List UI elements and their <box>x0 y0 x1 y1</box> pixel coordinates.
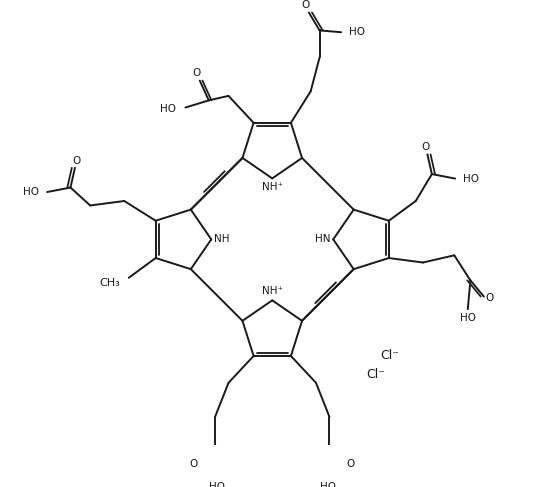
Text: O: O <box>421 142 430 152</box>
Text: HO: HO <box>319 482 336 487</box>
Text: NH: NH <box>214 234 230 244</box>
Text: O: O <box>72 156 81 166</box>
Text: O: O <box>485 293 494 303</box>
Text: O: O <box>301 0 309 10</box>
Text: HO: HO <box>23 187 39 197</box>
Text: Cl⁻: Cl⁻ <box>366 368 385 381</box>
Text: HO: HO <box>460 313 476 323</box>
Text: CH₃: CH₃ <box>99 278 120 288</box>
Text: NH⁺: NH⁺ <box>262 182 283 192</box>
Text: O: O <box>192 69 200 78</box>
Text: O: O <box>347 459 355 468</box>
Text: HO: HO <box>160 104 176 114</box>
Text: O: O <box>189 459 198 468</box>
Text: Cl⁻: Cl⁻ <box>381 349 399 362</box>
Text: HO: HO <box>463 173 479 184</box>
Text: HO: HO <box>209 482 225 487</box>
Text: HO: HO <box>349 27 365 37</box>
Text: NH⁺: NH⁺ <box>262 286 283 297</box>
Text: HN: HN <box>315 234 330 244</box>
